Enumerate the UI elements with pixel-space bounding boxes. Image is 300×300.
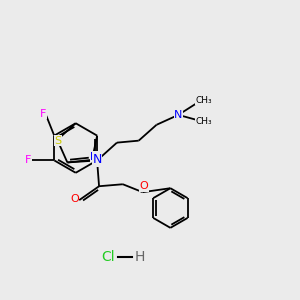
Text: O: O (139, 181, 148, 191)
Text: O: O (70, 194, 79, 204)
Text: F: F (25, 155, 32, 165)
Text: Cl: Cl (102, 250, 115, 264)
Text: H: H (135, 250, 145, 264)
Text: CH₃: CH₃ (196, 95, 212, 104)
Text: CH₃: CH₃ (196, 117, 212, 126)
Text: N: N (92, 153, 102, 166)
Text: F: F (40, 109, 46, 119)
Text: N: N (174, 110, 182, 120)
Text: N: N (90, 152, 98, 162)
Text: S: S (55, 136, 62, 146)
